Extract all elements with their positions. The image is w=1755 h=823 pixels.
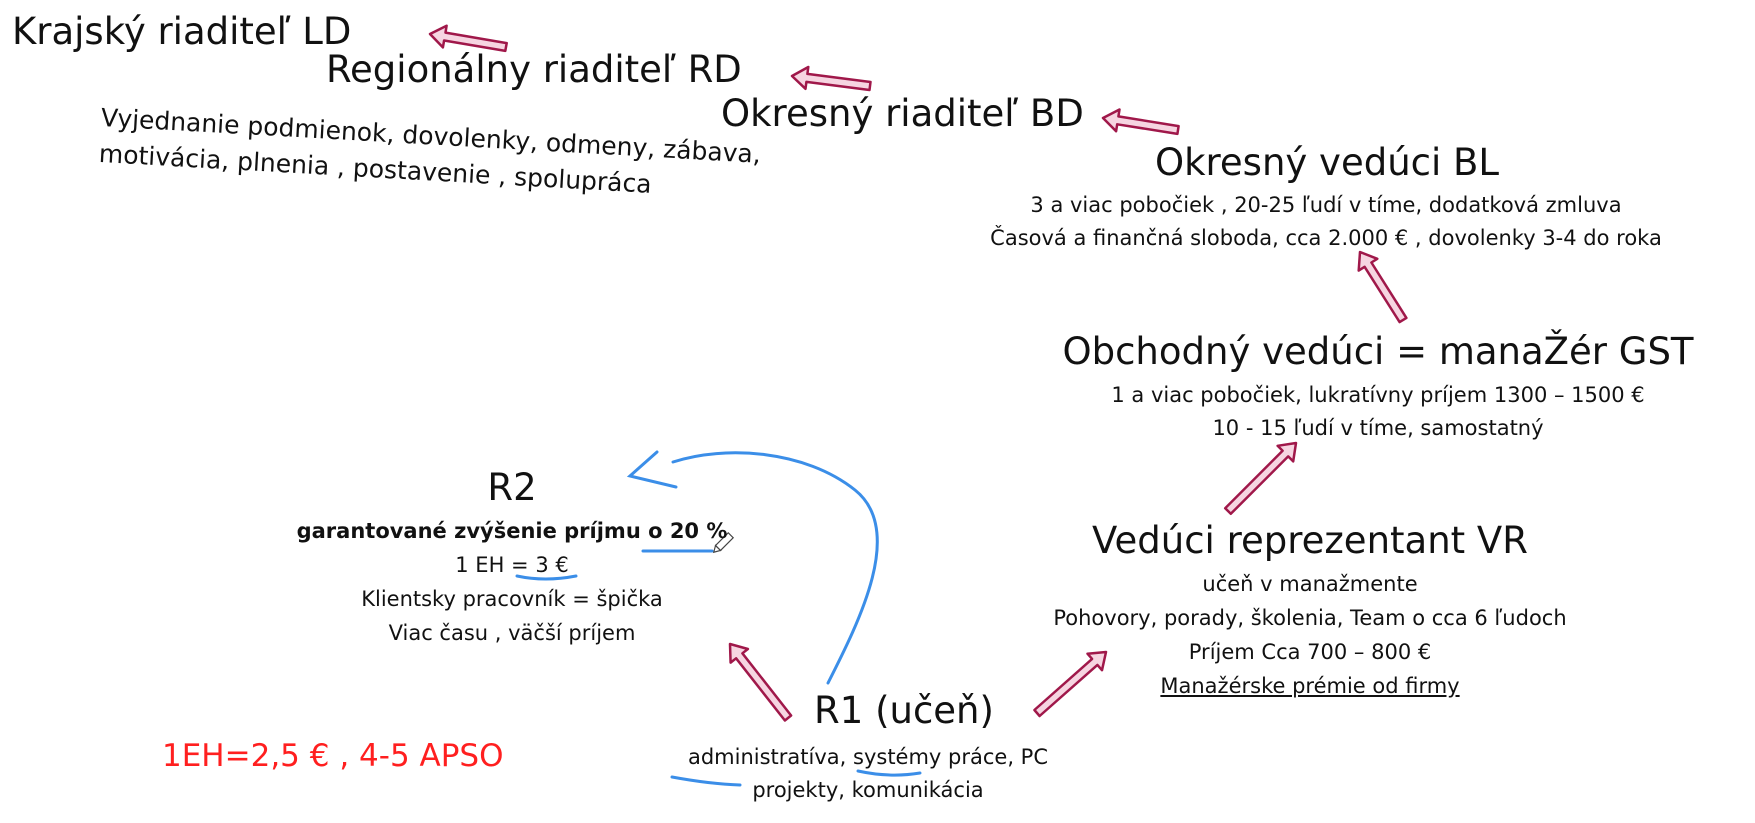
level-r2-line: 1 EH = 3 €: [455, 553, 569, 577]
level-gst-line: 10 - 15 ľudí v tíme, samostatný: [1212, 416, 1544, 440]
level-vr-line: Príjem Cca 700 – 800 €: [1188, 640, 1432, 664]
level-rd-title: Regionálny riaditeľ RD: [326, 48, 742, 91]
arrow-bl-to-bd: [1101, 108, 1180, 136]
level-r1-line: administratíva, systémy práce, PC: [687, 745, 1049, 769]
level-bl-line: 3 a viac pobočiek , 20-25 ľudí v tíme, d…: [1030, 193, 1622, 217]
level-bl-line: Časová a finančná sloboda, cca 2.000 € ,…: [990, 226, 1662, 250]
arrow-gst-to-bl: [1357, 250, 1408, 324]
level-r1-line: projekty, komunikácia: [752, 778, 984, 802]
level-ld-title: Krajský riaditeľ LD: [12, 10, 352, 53]
level-gst-line: 1 a viac pobočiek, lukratívny príjem 130…: [1111, 383, 1645, 407]
red-note: 1EH=2,5 € , 4-5 APSO: [162, 738, 504, 774]
arrow-r1-to-vr: [1033, 650, 1108, 718]
level-vr-line: Manažérske prémie od firmy: [1160, 674, 1460, 698]
level-r1-title: R1 (učeň): [814, 689, 994, 732]
level-vr-line: Pohovory, porady, školenia, Team o cca 6…: [1053, 606, 1567, 630]
level-vr-title: Vedúci reprezentant VR: [1092, 519, 1528, 562]
ink-underline-systemy: [856, 769, 922, 777]
arrows: [428, 24, 1408, 722]
ink-arrowhead-r2: [626, 450, 678, 489]
level-gst-title: Obchodný vedúci = manaŽér GST: [1062, 330, 1694, 373]
ink-underline-administrativa: [670, 775, 742, 787]
level-bd-title: Okresný riaditeľ BD: [721, 92, 1084, 135]
level-vr-line: učeň v manažmente: [1202, 572, 1418, 596]
ink-annotations: [515, 450, 922, 787]
arrow-r1-to-r2: [728, 642, 793, 722]
level-r2-line: garantované zvýšenie príjmu o 20 %: [296, 519, 728, 543]
arrow-bd-to-rd: [790, 65, 872, 92]
arrow-rd-to-ld: [428, 24, 508, 53]
ink-curve-r1-to-r2: [671, 451, 879, 685]
level-r2-line: Viac času , väčší príjem: [388, 621, 636, 645]
level-r2-line: Klientsky pracovník = špička: [361, 587, 663, 611]
ink-underline-3eur: [515, 574, 578, 581]
level-r2-title: R2: [487, 466, 537, 509]
level-bl-title: Okresný vedúci BL: [1154, 141, 1500, 184]
pen-cursor-icon: [712, 531, 735, 554]
arrow-vr-to-gst: [1223, 441, 1298, 516]
